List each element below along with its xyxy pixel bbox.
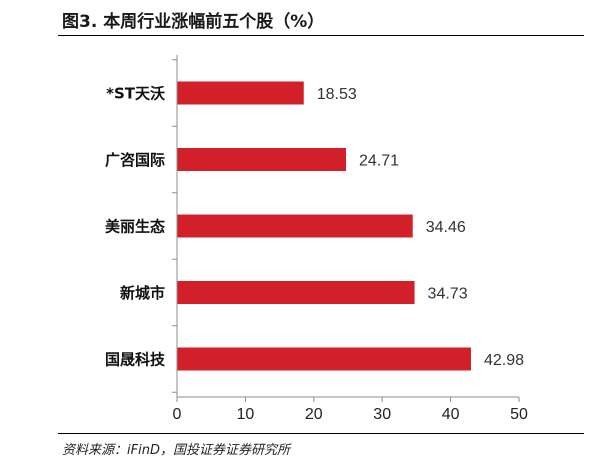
x-tick-label-5: 50 <box>510 406 528 423</box>
title-underline <box>58 35 584 36</box>
value-label-2: 34.46 <box>426 219 466 236</box>
x-tick-label-4: 40 <box>442 406 460 423</box>
bar-chart: *ST天沃 18.53 广咨国际 24.71 美丽生态 34.46 新城市 34.73 国晟科技… <box>105 55 528 423</box>
category-label-4: 国晟科技 <box>105 351 166 369</box>
chart-title: 图3. 本周行业涨幅前五个股（%） <box>62 12 325 32</box>
value-label-3: 34.73 <box>428 286 468 303</box>
axis-layer: 0 10 20 30 40 50 <box>172 55 528 423</box>
source-divider <box>58 433 584 434</box>
x-tick-label-1: 10 <box>237 406 255 423</box>
x-tick-label-3: 30 <box>373 406 391 423</box>
value-label-1: 24.71 <box>359 153 399 170</box>
bar-2 <box>177 214 413 238</box>
bar-0 <box>177 81 304 105</box>
category-label-3: 新城市 <box>120 284 165 302</box>
value-label-0: 18.53 <box>317 86 357 103</box>
category-label-1: 广咨国际 <box>105 151 165 169</box>
x-tick-label-0: 0 <box>173 406 182 423</box>
bar-3 <box>177 281 415 304</box>
labels-layer: *ST天沃 18.53 广咨国际 24.71 美丽生态 34.46 新城市 34.73 国晟科技… <box>105 85 524 370</box>
bars-layer <box>177 81 471 371</box>
x-tick-label-2: 20 <box>305 406 323 423</box>
value-label-4: 42.98 <box>484 352 524 369</box>
bar-4 <box>177 347 471 371</box>
category-label-2: 美丽生态 <box>105 218 165 236</box>
category-label-0: *ST天沃 <box>106 85 165 103</box>
source-note: 资料来源：iFinD，国投证券证券研究所 <box>62 443 290 458</box>
bar-1 <box>177 148 347 171</box>
